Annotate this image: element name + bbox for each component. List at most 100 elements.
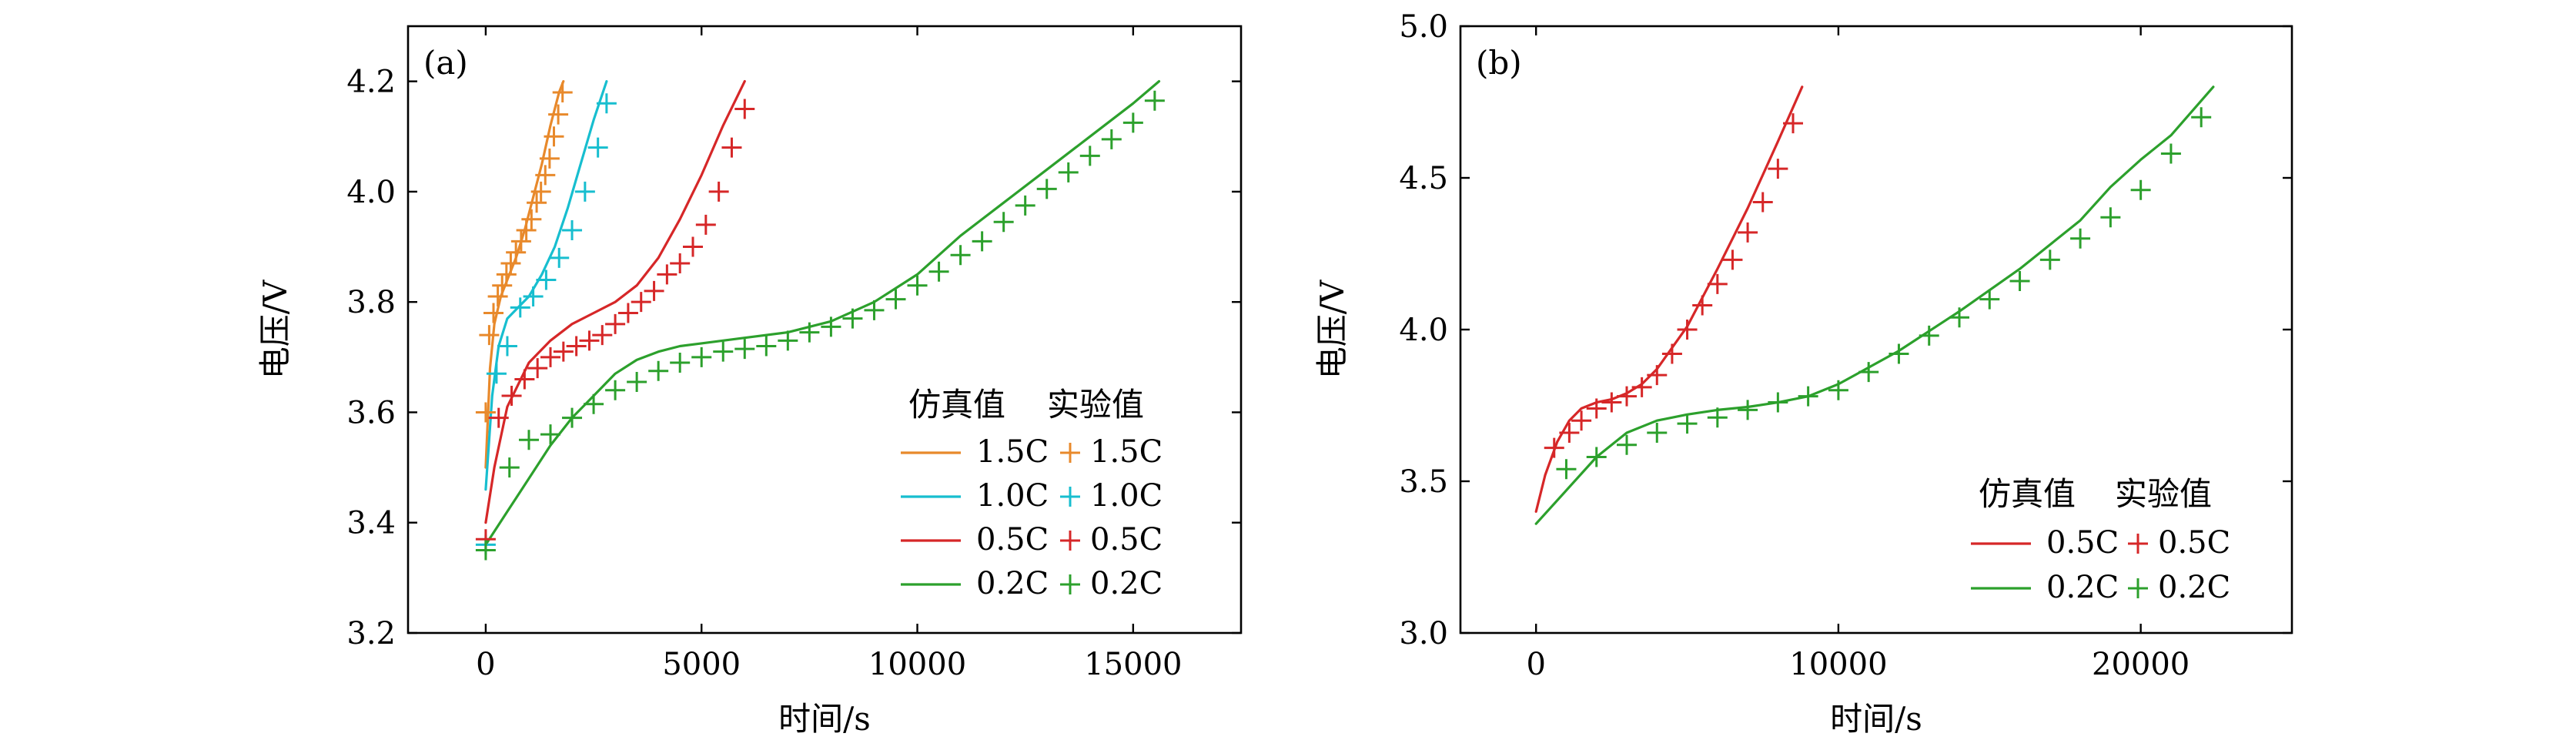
data-point-marker bbox=[1586, 398, 1607, 419]
data-point-marker bbox=[1738, 400, 1758, 420]
data-point-marker bbox=[657, 264, 677, 285]
data-point-marker bbox=[1544, 437, 1564, 458]
data-point-marker bbox=[540, 347, 561, 367]
data-point-marker bbox=[670, 253, 691, 274]
legend-exp-marker bbox=[1060, 443, 1080, 463]
data-point-marker bbox=[1722, 249, 1743, 270]
data-point-marker bbox=[2039, 249, 2060, 270]
data-point-marker bbox=[631, 292, 651, 313]
legend-sim-header: 仿真值 bbox=[1979, 475, 2076, 513]
data-point-marker bbox=[627, 372, 647, 393]
data-point-marker bbox=[562, 220, 583, 241]
series-markers-exp-0_2C bbox=[475, 90, 1165, 561]
data-point-marker bbox=[950, 245, 971, 266]
data-point-marker bbox=[501, 385, 522, 406]
data-point-marker bbox=[1919, 325, 1939, 346]
data-point-marker bbox=[566, 336, 587, 357]
data-point-marker bbox=[1571, 410, 1592, 431]
data-point-marker bbox=[521, 209, 542, 229]
data-point-marker bbox=[1556, 459, 1577, 480]
data-point-marker bbox=[1979, 289, 2000, 310]
series-line-sim-0_2C bbox=[1534, 85, 2215, 525]
data-point-marker bbox=[1559, 422, 1580, 443]
data-point-marker bbox=[799, 322, 820, 343]
data-point-marker bbox=[907, 275, 928, 296]
data-point-marker bbox=[734, 339, 755, 360]
y-tick-label: 5.0 bbox=[1399, 9, 1448, 45]
data-point-marker bbox=[1647, 422, 1668, 443]
data-point-marker bbox=[1783, 113, 1803, 134]
data-point-marker bbox=[2130, 179, 2151, 200]
data-point-marker bbox=[1677, 320, 1698, 340]
y-tick-label: 4.5 bbox=[1399, 161, 1448, 196]
series-line-sim-0_2C bbox=[484, 80, 1161, 546]
data-point-marker bbox=[885, 289, 906, 310]
data-point-marker bbox=[1586, 447, 1607, 467]
data-point-marker bbox=[574, 181, 595, 202]
legend-exp-label: 0.5C bbox=[1090, 522, 1163, 557]
data-point-marker bbox=[695, 214, 716, 235]
data-point-marker bbox=[539, 148, 560, 169]
data-point-marker bbox=[821, 316, 841, 337]
data-point-marker bbox=[584, 393, 604, 414]
plot-area bbox=[1534, 85, 2215, 525]
data-point-marker bbox=[514, 369, 535, 390]
y-axis-title: 电压/V bbox=[256, 280, 294, 379]
chart-panel-b: 0 10000 20000 3.0 3.5 4.0 4.5 5.0 时间/s 电压/V (b) 仿真值… bbox=[1313, 9, 2293, 738]
plot-frame bbox=[406, 25, 1243, 634]
data-point-marker bbox=[1144, 90, 1165, 111]
data-point-marker bbox=[1631, 377, 1652, 397]
data-point-marker bbox=[1647, 365, 1668, 386]
data-point-marker bbox=[1677, 414, 1698, 434]
data-point-marker bbox=[548, 104, 569, 125]
data-point-marker bbox=[492, 275, 513, 296]
data-point-marker bbox=[928, 261, 949, 282]
legend-exp-label: 0.2C bbox=[2158, 570, 2230, 605]
data-point-marker bbox=[1707, 407, 1728, 428]
legend-exp-marker bbox=[1060, 487, 1080, 507]
x-tick-label: 5000 bbox=[662, 647, 741, 682]
x-tick-label: 10000 bbox=[868, 647, 966, 682]
data-point-marker bbox=[842, 308, 863, 329]
data-point-marker bbox=[500, 253, 521, 274]
data-point-marker bbox=[713, 341, 734, 362]
data-point-marker bbox=[1661, 343, 1682, 364]
data-point-marker bbox=[972, 231, 992, 252]
data-point-marker bbox=[2100, 207, 2121, 228]
data-point-marker bbox=[778, 330, 798, 351]
legend: 仿真值 实验值 1.5C 1.5C 1.0C 1.0C 0.5C 0.5C 0.2C 0.2C bbox=[901, 386, 1163, 601]
data-point-marker bbox=[2191, 107, 2212, 128]
data-point-marker bbox=[864, 300, 885, 320]
data-point-marker bbox=[587, 137, 608, 158]
y-tick-label: 3.2 bbox=[346, 616, 396, 651]
data-point-marker bbox=[683, 236, 704, 257]
chart-panel-a: 0 5000 10000 15000 3.2 3.4 3.6 3.8 4.0 4.2 时间/s 电压/… bbox=[256, 25, 1243, 738]
data-point-marker bbox=[486, 363, 507, 384]
data-point-marker bbox=[1601, 392, 1622, 413]
legend-exp-label: 0.5C bbox=[2158, 525, 2230, 561]
legend-exp-marker bbox=[2128, 534, 2148, 554]
data-point-marker bbox=[523, 286, 544, 307]
series-markers-exp-1_5C bbox=[475, 82, 573, 423]
data-point-marker bbox=[579, 330, 600, 351]
data-point-marker bbox=[540, 424, 561, 445]
data-point-marker bbox=[721, 137, 742, 158]
legend-exp-header: 实验值 bbox=[2115, 475, 2212, 513]
data-point-marker bbox=[544, 126, 564, 147]
data-point-marker bbox=[497, 336, 517, 357]
data-point-marker bbox=[605, 313, 626, 334]
data-point-marker bbox=[1828, 380, 1848, 400]
y-tick-label: 3.4 bbox=[346, 506, 396, 541]
series-markers-exp-0_2C bbox=[1556, 107, 2212, 480]
x-tick-label: 10000 bbox=[1789, 647, 1887, 682]
data-point-marker bbox=[475, 540, 496, 561]
series-line-sim-0_5C bbox=[1534, 85, 1804, 513]
data-point-marker bbox=[552, 82, 573, 102]
data-point-marker bbox=[756, 336, 777, 357]
data-point-marker bbox=[1122, 112, 1143, 133]
data-point-marker bbox=[644, 280, 664, 301]
data-point-marker bbox=[708, 181, 729, 202]
y-tick-label: 4.0 bbox=[346, 175, 396, 210]
data-point-marker bbox=[596, 93, 617, 114]
legend-exp-marker bbox=[1060, 574, 1080, 594]
